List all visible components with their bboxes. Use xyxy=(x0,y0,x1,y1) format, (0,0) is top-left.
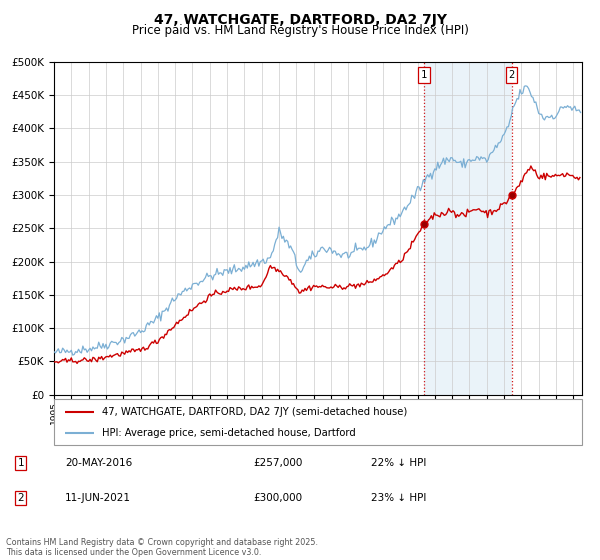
FancyBboxPatch shape xyxy=(54,399,582,445)
Text: 11-JUN-2021: 11-JUN-2021 xyxy=(65,493,131,503)
Text: 2: 2 xyxy=(509,70,515,80)
Text: HPI: Average price, semi-detached house, Dartford: HPI: Average price, semi-detached house,… xyxy=(101,428,355,438)
Text: 1: 1 xyxy=(17,459,24,468)
Text: Contains HM Land Registry data © Crown copyright and database right 2025.
This d: Contains HM Land Registry data © Crown c… xyxy=(6,538,318,557)
Text: 47, WATCHGATE, DARTFORD, DA2 7JY: 47, WATCHGATE, DARTFORD, DA2 7JY xyxy=(154,13,446,27)
Bar xyxy=(424,62,512,395)
Text: 1: 1 xyxy=(421,70,427,80)
Text: 20-MAY-2016: 20-MAY-2016 xyxy=(65,459,132,468)
Text: 22% ↓ HPI: 22% ↓ HPI xyxy=(371,459,426,468)
Text: 2: 2 xyxy=(17,493,24,503)
Text: Price paid vs. HM Land Registry's House Price Index (HPI): Price paid vs. HM Land Registry's House … xyxy=(131,24,469,37)
Text: 47, WATCHGATE, DARTFORD, DA2 7JY (semi-detached house): 47, WATCHGATE, DARTFORD, DA2 7JY (semi-d… xyxy=(101,407,407,417)
Text: 23% ↓ HPI: 23% ↓ HPI xyxy=(371,493,426,503)
Text: £300,000: £300,000 xyxy=(253,493,302,503)
Text: £257,000: £257,000 xyxy=(253,459,302,468)
